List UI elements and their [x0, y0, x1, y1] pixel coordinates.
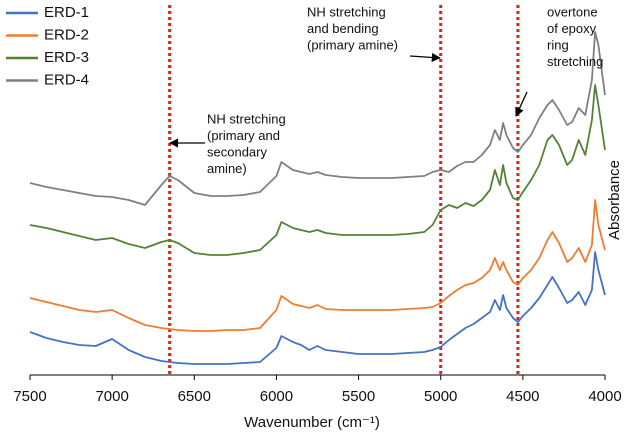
- annotation-text: ring: [547, 37, 569, 52]
- y-axis-label: Absorbance: [606, 160, 623, 240]
- x-axis-label: Wavenumber (cm⁻¹): [244, 414, 380, 431]
- series-line: [29, 199, 606, 332]
- x-tick-label: 6500: [178, 388, 211, 405]
- annotation-text: NH stretching: [207, 111, 286, 126]
- legend-label: ERD-1: [44, 4, 89, 21]
- annotation-arrow: [409, 52, 441, 62]
- annotation-text: (primary amine): [307, 37, 398, 52]
- annotation-text: and bending: [307, 21, 379, 36]
- series-line: [29, 84, 606, 256]
- x-tick-label: 7000: [95, 388, 128, 405]
- legend-label: ERD-4: [44, 71, 89, 88]
- annotation-text: stretching: [547, 54, 603, 69]
- x-tick-label: 5500: [342, 388, 375, 405]
- annotation-text: overtone: [547, 4, 598, 19]
- annotation-text: of epoxy: [547, 21, 597, 36]
- x-tick-label: 5000: [424, 388, 457, 405]
- legend-label: ERD-3: [44, 49, 89, 66]
- x-tick-label: 4000: [588, 388, 621, 405]
- annotation-text: NH stretching: [307, 4, 386, 19]
- x-tick-label: 7500: [13, 388, 46, 405]
- annotation-arrow: [515, 91, 528, 117]
- x-tick-label: 6000: [260, 388, 293, 405]
- x-tick-label: 4500: [506, 388, 539, 405]
- annotation-text: (primary and: [207, 128, 280, 143]
- series-line: [29, 31, 606, 206]
- legend-label: ERD-2: [44, 26, 89, 43]
- annotation-text: secondary: [207, 144, 267, 159]
- annotation-text: amine): [207, 161, 247, 176]
- series-line: [29, 251, 606, 365]
